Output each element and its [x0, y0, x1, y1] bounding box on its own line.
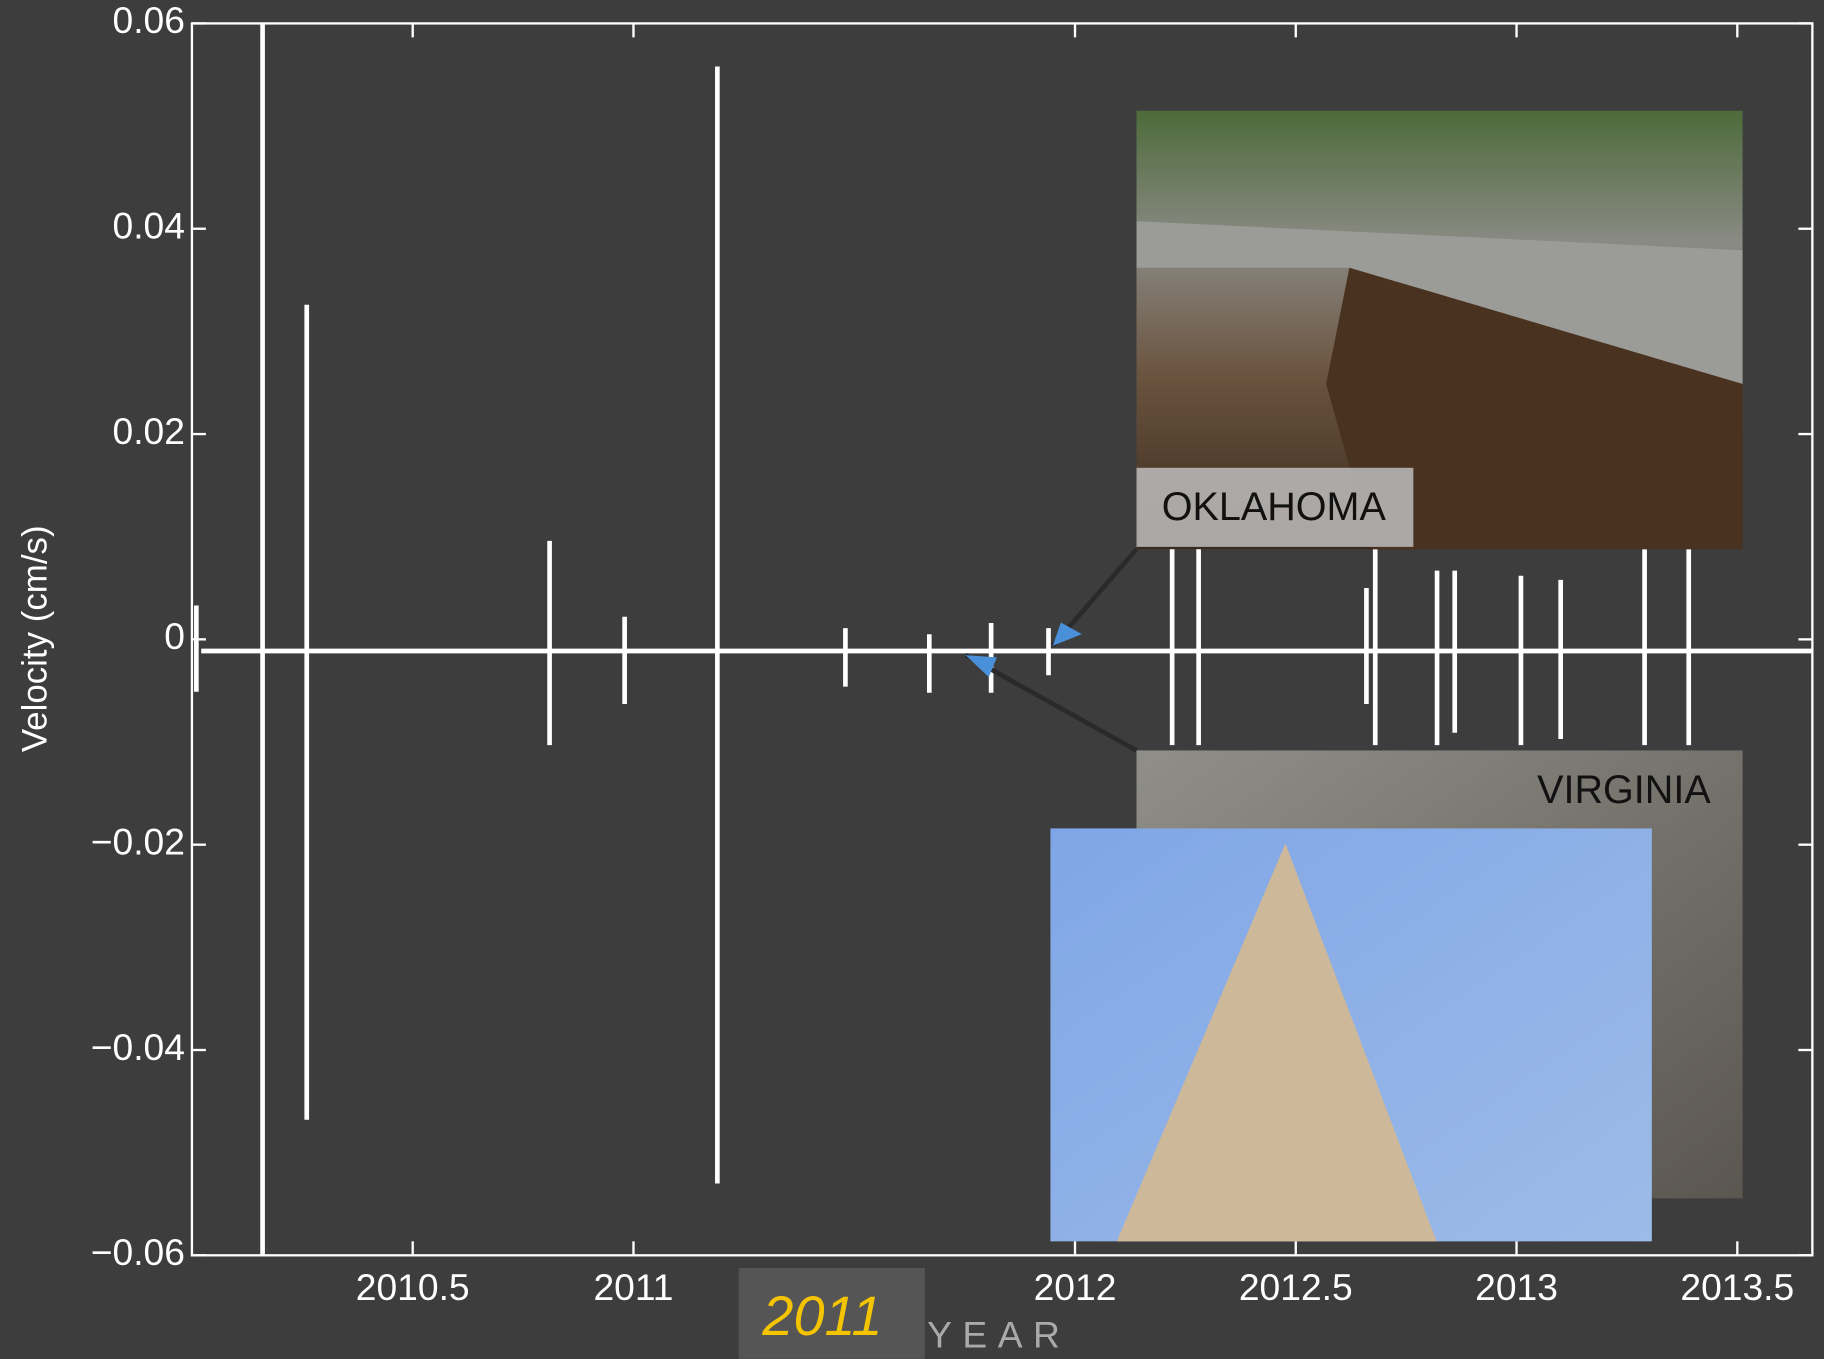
photo-monument [1050, 828, 1652, 1242]
x-tick-label: 2010.5 [356, 1266, 470, 1308]
callout-arrow [1052, 622, 1082, 646]
photo-label: OKLAHOMA [1162, 485, 1387, 529]
x-tick-label: 2012.5 [1239, 1266, 1353, 1308]
label-box [1136, 467, 1414, 547]
y-tick-label: −0.02 [91, 821, 185, 863]
year-highlight-box [738, 1268, 925, 1359]
x-tick-label: 2011 [593, 1266, 673, 1308]
y-tick-label: −0.06 [91, 1231, 185, 1273]
y-tick-label: −0.04 [91, 1026, 185, 1068]
callouts [964, 547, 1139, 753]
y-tick-label: 0.02 [113, 410, 185, 452]
y-tick-label: 0.06 [113, 0, 185, 41]
y-tick-label: 0 [164, 615, 185, 657]
x-tick-label: 2012 [1034, 1266, 1117, 1308]
photo-label: VIRGINIA [1537, 768, 1711, 812]
monument [1116, 843, 1437, 1242]
y-tick-label: 0.04 [113, 205, 185, 247]
crack [1326, 267, 1743, 550]
callout-arrow [965, 655, 997, 678]
year-annotation: 2011 [761, 1284, 882, 1347]
y-axis-label: Velocity (cm/s) [15, 525, 54, 752]
x-tick-label: 2013.5 [1680, 1266, 1794, 1308]
plot-area: −0.06 −0.04 −0.02 0 0.02 0.04 0.06 2010.5 2011 20… [91, 0, 1814, 1308]
x-tick-label: 2013 [1475, 1266, 1558, 1308]
x-axis-label: YEAR [927, 1314, 1070, 1356]
photo-oklahoma: OKLAHOMA [1136, 110, 1743, 550]
callout-line [964, 653, 1138, 753]
road [1136, 221, 1743, 385]
